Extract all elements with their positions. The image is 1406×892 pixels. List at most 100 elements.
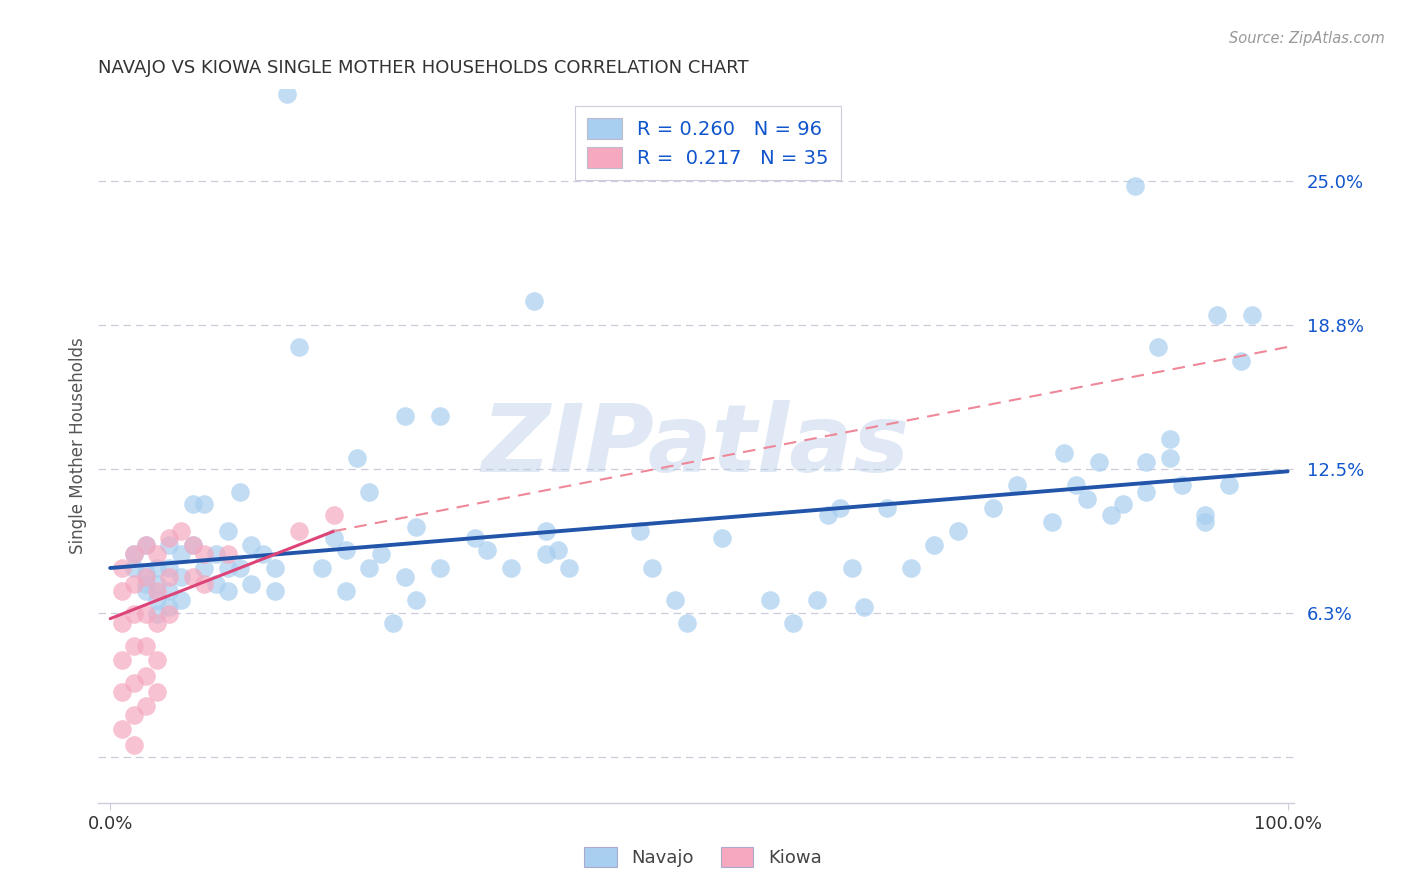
Point <box>711 531 734 545</box>
Point <box>475 542 498 557</box>
Point <box>1088 455 1111 469</box>
Point <box>122 577 145 591</box>
Point <box>181 538 204 552</box>
Point <box>830 501 852 516</box>
Point <box>1241 308 1264 322</box>
Point <box>335 542 357 557</box>
Point <box>170 593 193 607</box>
Point <box>146 547 169 561</box>
Point <box>111 653 134 667</box>
Point <box>628 524 651 538</box>
Point <box>534 547 557 561</box>
Point <box>1123 178 1146 193</box>
Point <box>1112 497 1135 511</box>
Point <box>1040 515 1063 529</box>
Point <box>228 561 250 575</box>
Point <box>359 561 381 575</box>
Point <box>876 501 898 516</box>
Point <box>946 524 969 538</box>
Point <box>499 561 522 575</box>
Point <box>122 561 145 575</box>
Point <box>134 584 156 599</box>
Point <box>1159 450 1181 465</box>
Point <box>122 607 145 621</box>
Point <box>170 524 193 538</box>
Point <box>111 584 134 599</box>
Point <box>1206 308 1229 322</box>
Legend: Navajo, Kiowa: Navajo, Kiowa <box>578 839 828 874</box>
Point <box>146 593 169 607</box>
Point <box>240 577 263 591</box>
Point <box>359 485 381 500</box>
Point <box>181 538 204 552</box>
Point <box>841 561 863 575</box>
Point <box>146 616 169 631</box>
Point <box>264 561 287 575</box>
Point <box>429 409 451 423</box>
Point <box>335 584 357 599</box>
Point <box>322 531 344 545</box>
Point <box>1218 478 1240 492</box>
Point <box>134 538 156 552</box>
Point <box>134 538 156 552</box>
Point <box>1135 455 1157 469</box>
Point <box>676 616 699 631</box>
Point <box>287 340 309 354</box>
Point <box>1229 354 1251 368</box>
Point <box>193 497 215 511</box>
Point <box>134 566 156 580</box>
Point <box>193 561 215 575</box>
Point <box>1170 478 1192 492</box>
Point <box>817 508 839 522</box>
Point <box>157 600 180 615</box>
Point <box>322 508 344 522</box>
Point <box>205 577 228 591</box>
Point <box>157 531 180 545</box>
Point <box>1005 478 1028 492</box>
Point <box>1076 491 1098 506</box>
Point <box>111 561 134 575</box>
Point <box>134 699 156 714</box>
Point <box>1135 485 1157 500</box>
Point <box>181 497 204 511</box>
Point <box>217 584 239 599</box>
Point <box>146 577 169 591</box>
Point <box>405 519 427 533</box>
Point <box>252 547 274 561</box>
Point <box>464 531 486 545</box>
Point <box>111 685 134 699</box>
Point <box>170 547 193 561</box>
Text: NAVAJO VS KIOWA SINGLE MOTHER HOUSEHOLDS CORRELATION CHART: NAVAJO VS KIOWA SINGLE MOTHER HOUSEHOLDS… <box>98 59 749 77</box>
Point <box>311 561 333 575</box>
Point <box>394 409 416 423</box>
Point <box>547 542 569 557</box>
Point <box>381 616 404 631</box>
Point <box>205 547 228 561</box>
Point <box>1194 515 1216 529</box>
Point <box>146 653 169 667</box>
Point <box>276 87 298 101</box>
Point <box>146 607 169 621</box>
Point <box>852 600 875 615</box>
Point <box>346 450 368 465</box>
Point <box>157 584 180 599</box>
Point <box>122 738 145 752</box>
Point <box>134 669 156 683</box>
Point <box>122 708 145 723</box>
Point <box>217 547 239 561</box>
Point <box>134 640 156 654</box>
Point <box>1147 340 1170 354</box>
Text: ZIPatlas: ZIPatlas <box>482 400 910 492</box>
Point <box>664 593 686 607</box>
Point <box>240 538 263 552</box>
Text: Source: ZipAtlas.com: Source: ZipAtlas.com <box>1229 31 1385 46</box>
Point <box>405 593 427 607</box>
Point <box>170 570 193 584</box>
Point <box>157 538 180 552</box>
Point <box>193 547 215 561</box>
Point <box>523 293 546 308</box>
Point <box>111 722 134 736</box>
Point <box>1099 508 1122 522</box>
Point <box>146 685 169 699</box>
Y-axis label: Single Mother Households: Single Mother Households <box>69 338 87 554</box>
